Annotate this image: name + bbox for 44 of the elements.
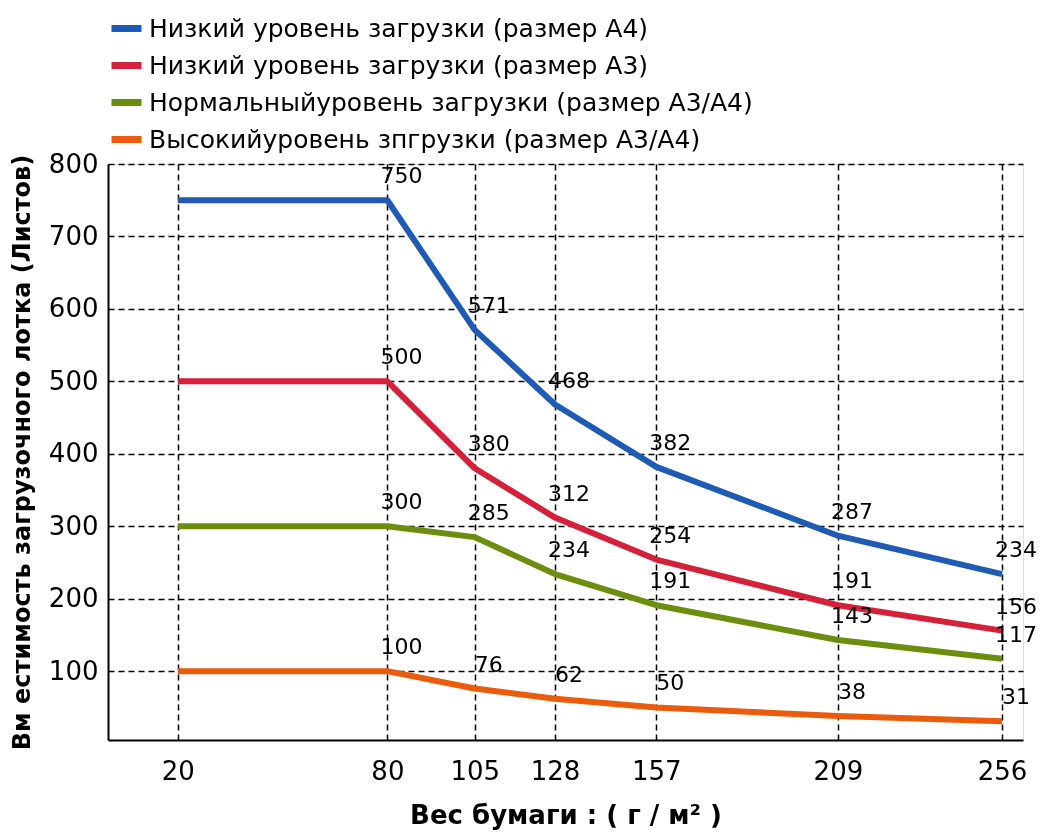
y-tick-label: 600: [48, 293, 99, 324]
x-tick-label: 209: [813, 755, 864, 786]
legend-label: Нормальныйуровень загрузки (размер A3/A4): [149, 87, 753, 117]
data-label: 38: [837, 679, 866, 705]
data-label: 254: [649, 522, 692, 548]
y-tick-label: 500: [48, 365, 99, 396]
x-tick-label: 256: [977, 755, 1028, 786]
data-label: 76: [474, 651, 503, 677]
data-label: 500: [380, 344, 423, 370]
y-tick-label: 200: [48, 583, 99, 614]
data-label: 285: [467, 500, 510, 526]
data-label: 143: [830, 603, 873, 629]
data-label: 571: [467, 292, 510, 318]
data-label: 468: [548, 367, 591, 393]
legend-label: Низкий уровень загрузки (размер A3): [149, 50, 649, 80]
data-label: 191: [830, 568, 873, 594]
data-label: 234: [995, 537, 1038, 563]
data-label: 300: [380, 489, 423, 515]
data-label: 380: [467, 431, 510, 457]
data-label: 750: [380, 163, 423, 189]
x-tick-label: 157: [631, 755, 682, 786]
data-label: 234: [548, 537, 591, 563]
y-tick-label: 300: [48, 510, 99, 541]
y-tick-label: 100: [48, 655, 99, 686]
x-tick-label: 105: [450, 755, 501, 786]
y-tick-label: 400: [48, 438, 99, 469]
legend-label: Низкий уровень загрузки (размер A4): [149, 13, 649, 43]
data-label: 312: [548, 480, 591, 506]
data-label: 117: [995, 621, 1038, 647]
data-label: 191: [649, 568, 692, 594]
y-axis-title: Вм естимость загрузочного лотка (Листов): [7, 154, 36, 751]
x-tick-label: 128: [530, 755, 581, 786]
x-tick-label: 80: [371, 755, 405, 786]
data-label: 50: [656, 670, 685, 696]
data-label: 31: [1002, 684, 1031, 710]
y-tick-label: 800: [48, 148, 99, 179]
legend-label: Высокийуровень зпгрузки (размер A3/A4): [149, 124, 701, 154]
x-tick-label: 20: [161, 755, 195, 786]
data-label: 287: [830, 498, 873, 524]
data-label: 100: [380, 634, 423, 660]
x-axis-title: Вес бумаги : ( г / м² ): [410, 799, 722, 830]
data-label: 382: [649, 429, 692, 455]
y-tick-label: 700: [48, 220, 99, 251]
data-label: 62: [555, 661, 584, 687]
